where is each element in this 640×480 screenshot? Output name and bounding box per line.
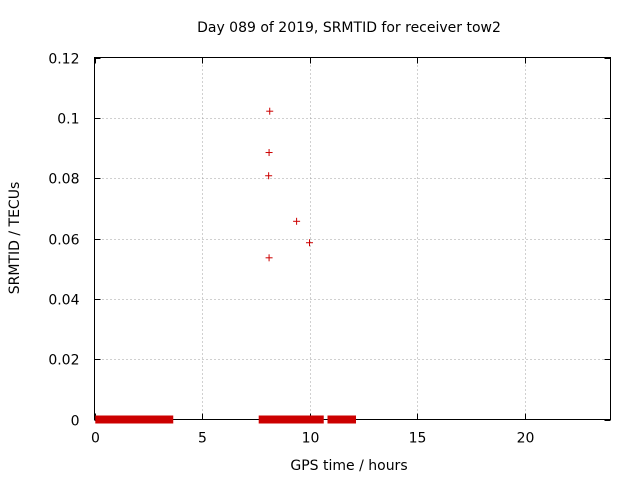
x-tick-label: 10 [302, 431, 320, 447]
data-point [266, 107, 274, 115]
x-tick-label: 5 [198, 431, 207, 447]
data-point [265, 172, 273, 180]
zero-value-run [327, 415, 356, 424]
y-axis-label: SRMTID / TECUs [7, 182, 23, 295]
y-tick-label: 0.12 [48, 52, 79, 68]
zero-value-run [95, 415, 174, 424]
zero-value-run [258, 415, 324, 424]
x-tick-label: 20 [517, 431, 535, 447]
y-tick-label: 0 [71, 414, 80, 430]
y-tick-labels: 0 0.02 0.04 0.06 0.08 0.1 0.12 [48, 52, 79, 430]
data-point [265, 149, 273, 157]
data-point [293, 217, 301, 225]
data-point [306, 239, 313, 247]
y-tick-label: 0.1 [57, 112, 79, 128]
data-marks [95, 107, 356, 424]
x-tick-label: 15 [409, 431, 427, 447]
y-tick-label: 0.08 [48, 172, 79, 188]
axis-ticks [94, 57, 611, 421]
data-point [265, 254, 273, 262]
chart-title: Day 089 of 2019, SRMTID for receiver tow… [197, 20, 501, 36]
plot-frame [94, 57, 611, 420]
y-tick-label: 0.04 [48, 293, 79, 309]
y-tick-label: 0.06 [48, 233, 79, 249]
x-tick-labels: 0 5 10 15 20 [91, 431, 534, 447]
x-tick-label: 0 [91, 431, 100, 447]
grid [94, 57, 611, 420]
y-tick-label: 0.02 [48, 353, 79, 369]
x-axis-label: GPS time / hours [290, 458, 407, 474]
